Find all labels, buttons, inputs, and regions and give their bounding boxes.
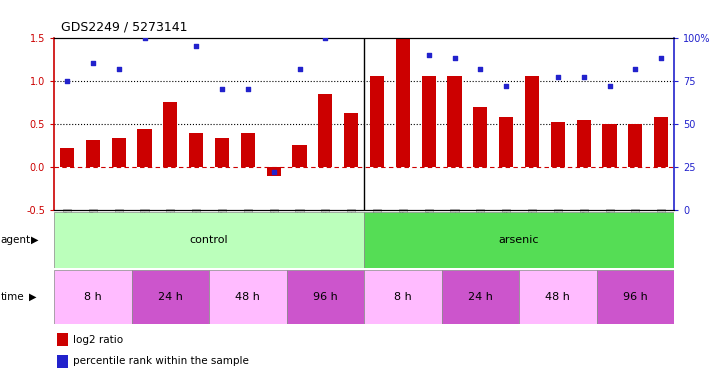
Point	[603, 83, 615, 89]
Bar	[267, 167, 280, 176]
Text: arsenic: arsenic	[499, 235, 539, 245]
Point	[293, 66, 305, 72]
Point	[526, 31, 538, 37]
Point	[474, 66, 486, 72]
Point	[500, 83, 512, 89]
Bar	[54, 270, 131, 324]
Text: 48 h: 48 h	[235, 292, 260, 302]
Text: 8 h: 8 h	[84, 292, 102, 302]
Bar	[138, 129, 151, 167]
Bar	[654, 117, 668, 167]
Point	[655, 55, 667, 61]
Point	[268, 169, 280, 175]
Text: 24 h: 24 h	[158, 292, 183, 302]
Bar	[364, 270, 441, 324]
Bar	[628, 124, 642, 167]
Bar	[448, 76, 461, 167]
Bar	[344, 112, 358, 167]
Text: log2 ratio: log2 ratio	[73, 335, 123, 345]
Point	[190, 43, 202, 49]
Point	[138, 34, 150, 40]
Bar	[441, 270, 519, 324]
Bar	[215, 138, 229, 167]
Text: GDS2249 / 5273141: GDS2249 / 5273141	[61, 21, 187, 34]
Bar	[370, 76, 384, 167]
Text: agent: agent	[1, 235, 31, 245]
Bar	[519, 270, 597, 324]
Bar	[396, 38, 410, 167]
Point	[552, 74, 564, 80]
Bar	[286, 270, 364, 324]
Bar	[293, 146, 306, 167]
Bar	[318, 94, 332, 167]
Bar	[422, 76, 435, 167]
Bar	[57, 333, 68, 346]
Point	[629, 66, 641, 72]
Bar	[189, 133, 203, 167]
Point	[61, 78, 73, 84]
Text: ▶: ▶	[29, 292, 36, 302]
Bar	[241, 133, 255, 167]
Bar	[499, 117, 513, 167]
Text: 8 h: 8 h	[394, 292, 412, 302]
Text: percentile rank within the sample: percentile rank within the sample	[73, 356, 249, 366]
Point	[113, 66, 125, 72]
Point	[242, 86, 254, 92]
Bar	[54, 212, 364, 268]
Bar	[603, 124, 616, 167]
Bar	[131, 270, 209, 324]
Bar	[209, 270, 286, 324]
Text: 24 h: 24 h	[468, 292, 493, 302]
Bar	[596, 270, 674, 324]
Bar	[86, 140, 100, 167]
Point	[578, 74, 590, 80]
Point	[216, 86, 228, 92]
Bar	[60, 148, 74, 167]
Point	[423, 52, 435, 58]
Bar	[163, 102, 177, 167]
Text: 96 h: 96 h	[313, 292, 337, 302]
Text: 96 h: 96 h	[623, 292, 647, 302]
Point	[87, 60, 99, 66]
Bar	[57, 355, 68, 368]
Point	[448, 55, 460, 61]
Point	[319, 34, 331, 40]
Bar	[112, 138, 125, 167]
Bar	[525, 76, 539, 167]
Bar	[577, 120, 590, 167]
Text: 48 h: 48 h	[545, 292, 570, 302]
Text: control: control	[190, 235, 229, 245]
Bar	[473, 106, 487, 167]
Bar	[551, 122, 565, 167]
Bar	[364, 212, 674, 268]
Text: time: time	[1, 292, 25, 302]
Text: ▶: ▶	[31, 235, 38, 245]
